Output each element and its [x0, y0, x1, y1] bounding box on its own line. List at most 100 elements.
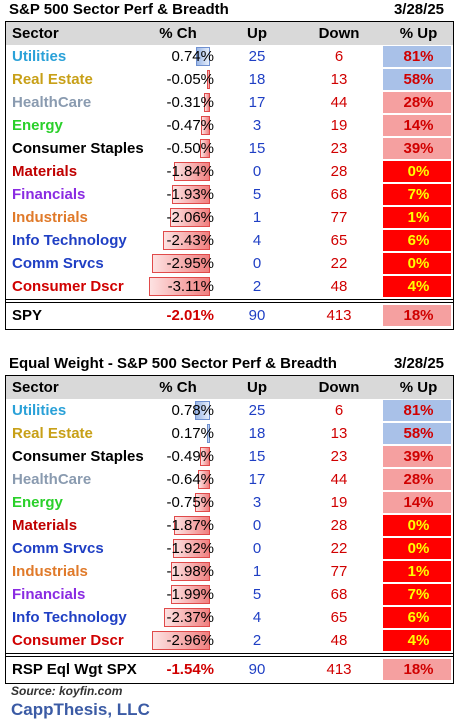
sector-name: Financials [12, 586, 86, 603]
pct-up-fill [383, 276, 451, 297]
pct-up-fill [383, 115, 451, 136]
down-count: 13 [330, 71, 348, 88]
down-count: 22 [330, 540, 348, 557]
down-count: 23 [330, 448, 348, 465]
down-count: 19 [330, 494, 348, 511]
table-title: Equal Weight - S&P 500 Sector Perf & Bre… [9, 355, 337, 372]
sector-name: HealthCare [12, 94, 92, 111]
pct-change-bar [171, 585, 210, 604]
pct-up: 28% [403, 471, 434, 488]
table-row: Comm Srvcs -1.92% 0 22 0% [6, 537, 453, 560]
sector-name: Consumer Dscr [12, 278, 124, 295]
up-count: 1 [252, 563, 262, 580]
pct-change: -1.87% [166, 517, 214, 534]
pct-change-bar [172, 185, 210, 204]
pct-up: 58% [403, 71, 434, 88]
pct-change: -1.92% [166, 540, 214, 557]
pct-up-fill [383, 253, 451, 274]
down-count: 22 [330, 255, 348, 272]
pct-change-bar [169, 208, 210, 227]
pct-change-bar [149, 277, 210, 296]
down-count: 68 [330, 586, 348, 603]
brand-name: CappThesis, LLC [11, 700, 150, 719]
table-row: Materials -1.87% 0 28 0% [6, 514, 453, 537]
pct-change: -2.01% [166, 307, 214, 324]
down-count: 48 [330, 632, 348, 649]
table-row: Materials -1.84% 0 28 0% [6, 160, 453, 183]
sector-name: Materials [12, 517, 78, 534]
sector-name: Consumer Dscr [12, 632, 124, 649]
up-count: 5 [252, 186, 262, 203]
up-count: 17 [248, 94, 266, 111]
down-count: 19 [330, 117, 348, 134]
up-count: 90 [248, 307, 266, 324]
pct-up-fill [383, 446, 451, 467]
pct-up-fill [383, 538, 451, 559]
table-row: Consumer Dscr -2.96% 2 48 4% [6, 629, 453, 652]
pct-change-bar [200, 447, 210, 466]
pct-change-bar [197, 470, 210, 489]
pct-up-fill [383, 92, 451, 113]
pct-up: 1% [407, 563, 430, 580]
pct-up: 4% [407, 278, 430, 295]
up-count: 2 [252, 632, 262, 649]
sector-name: Consumer Staples [12, 140, 144, 157]
sector-table: Sector% Ch Up Down% Up Utilities 0.78% 25 6 81%… [5, 375, 454, 684]
header-sector: Sector [12, 379, 59, 396]
pct-up: 0% [407, 517, 430, 534]
pct-change-bar [203, 93, 210, 112]
sector-name: SPY [12, 307, 43, 324]
sector-name: HealthCare [12, 471, 92, 488]
up-count: 25 [248, 48, 266, 65]
sector-name: RSP Eql Wgt SPX [12, 661, 137, 678]
pct-up: 0% [407, 163, 430, 180]
pct-change: -2.37% [166, 609, 214, 626]
pct-up: 4% [407, 632, 430, 649]
pct-change-bar [174, 162, 210, 181]
pct-change: -1.93% [166, 186, 214, 203]
pct-up: 7% [407, 186, 430, 203]
pct-change: 0.78% [171, 402, 214, 419]
table-row: HealthCare -0.31% 17 44 28% [6, 91, 453, 114]
up-count: 0 [252, 540, 262, 557]
sector-name: Real Estate [12, 71, 93, 88]
pct-change: -1.54% [166, 661, 214, 678]
pct-change-bar [200, 116, 210, 135]
up-count: 5 [252, 586, 262, 603]
header-pct-up: % Up [399, 379, 438, 396]
pct-up-fill [383, 515, 451, 536]
table-title: S&P 500 Sector Perf & Breadth [9, 1, 229, 18]
pct-change: -2.06% [166, 209, 214, 226]
sector-name: Industrials [12, 563, 88, 580]
pct-change: -1.99% [166, 586, 214, 603]
sector-name: Consumer Staples [12, 448, 144, 465]
sector-table: Sector% Ch Up Down% Up Utilities 0.74% 25 6 81%… [5, 21, 454, 330]
pct-up-fill [383, 469, 451, 490]
sector-name: Financials [12, 186, 86, 203]
up-count: 15 [248, 448, 266, 465]
pct-up: 14% [403, 117, 434, 134]
sector-name: Energy [12, 117, 63, 134]
table-date: 3/28/25 [393, 1, 444, 18]
pct-change: -0.50% [166, 140, 214, 157]
pct-up: 6% [407, 609, 430, 626]
pct-change: -1.84% [166, 163, 214, 180]
total-separator [6, 656, 453, 657]
table-row: Energy -0.47% 3 19 14% [6, 114, 453, 137]
pct-up: 1% [407, 209, 430, 226]
pct-up: 81% [403, 48, 434, 65]
pct-up: 7% [407, 586, 430, 603]
table-row: Utilities 0.78% 25 6 81% [6, 399, 453, 422]
sector-name: Materials [12, 163, 78, 180]
sector-name: Energy [12, 494, 63, 511]
down-count: 23 [330, 140, 348, 157]
pct-up-fill [383, 584, 451, 605]
up-count: 4 [252, 609, 262, 626]
pct-change-bar [173, 516, 210, 535]
up-count: 15 [248, 140, 266, 157]
up-count: 3 [252, 117, 262, 134]
pct-change: -0.47% [166, 117, 214, 134]
pct-up: 0% [407, 255, 430, 272]
table-header-row: Sector % Ch Up Down % Up [6, 376, 453, 399]
sector-name: Comm Srvcs [12, 540, 104, 557]
